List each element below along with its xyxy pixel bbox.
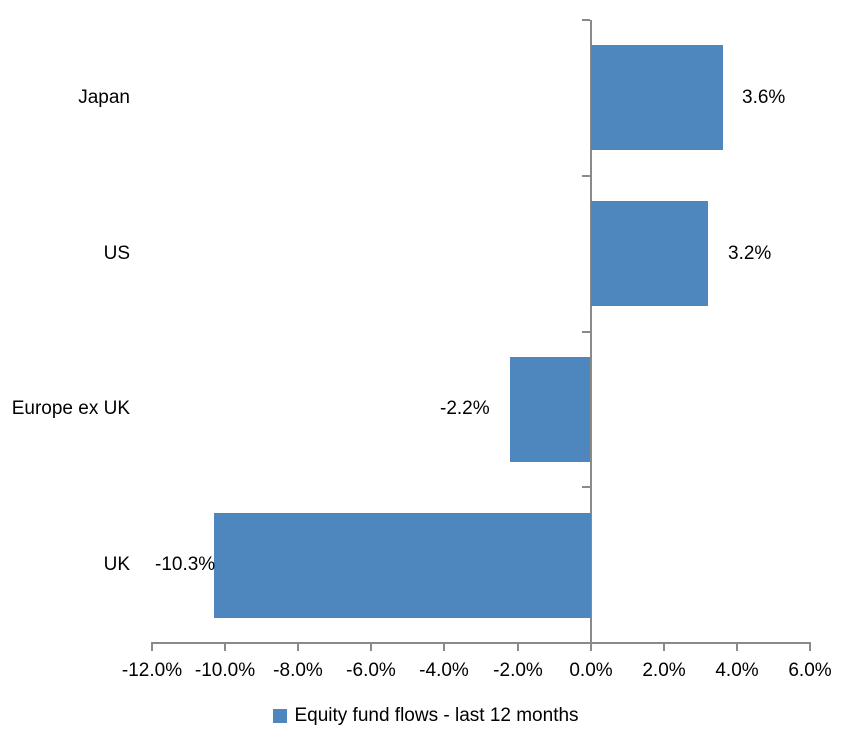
bar-uk [214, 513, 591, 618]
category-label-japan: Japan [78, 87, 130, 108]
x-axis-tick-label: 2.0% [642, 660, 686, 681]
x-axis-tick [736, 644, 738, 651]
x-axis-tick [809, 644, 811, 651]
x-axis-tick [590, 644, 592, 651]
x-axis-tick [151, 644, 153, 651]
x-axis-tick-label: -8.0% [273, 660, 323, 681]
x-axis-tick [663, 644, 665, 651]
data-label-japan: 3.6% [742, 87, 786, 108]
x-axis-tick-label: 6.0% [788, 660, 832, 681]
x-axis-tick-label: 4.0% [715, 660, 759, 681]
bar-europe-ex-uk [510, 357, 590, 462]
category-label-europe-ex-uk: Europe ex UK [11, 398, 130, 419]
y-axis-line [589, 20, 592, 643]
x-axis-tick-label: -4.0% [419, 660, 469, 681]
x-axis-tick [297, 644, 299, 651]
y-axis-tick [581, 486, 590, 488]
x-axis-tick-label: -12.0% [121, 660, 183, 681]
category-label-uk: UK [103, 554, 130, 575]
x-axis-tick-label: 0.0% [569, 660, 613, 681]
category-label-us: US [103, 243, 130, 264]
x-axis-tick-label: -10.0% [194, 660, 256, 681]
x-axis-tick [370, 644, 372, 651]
x-axis-tick [443, 644, 445, 651]
x-axis-tick-label: -6.0% [346, 660, 396, 681]
legend-color-swatch [273, 709, 288, 723]
x-axis-tick-label: -2.0% [493, 660, 543, 681]
bar-japan [591, 45, 723, 150]
y-axis-tick [581, 175, 590, 177]
data-label-us: 3.2% [728, 243, 772, 264]
bar-us [591, 201, 708, 306]
x-axis-tick [517, 644, 519, 651]
data-label-europe-ex-uk: -2.2% [440, 398, 490, 419]
y-axis-tick [581, 19, 590, 21]
data-label-uk: -10.3% [155, 554, 216, 575]
x-axis-tick [224, 644, 226, 651]
legend: Equity fund flows - last 12 months [0, 705, 852, 727]
legend-label: Equity fund flows - last 12 months [294, 705, 579, 726]
x-axis-line [151, 642, 811, 644]
y-axis-tick [581, 331, 590, 333]
